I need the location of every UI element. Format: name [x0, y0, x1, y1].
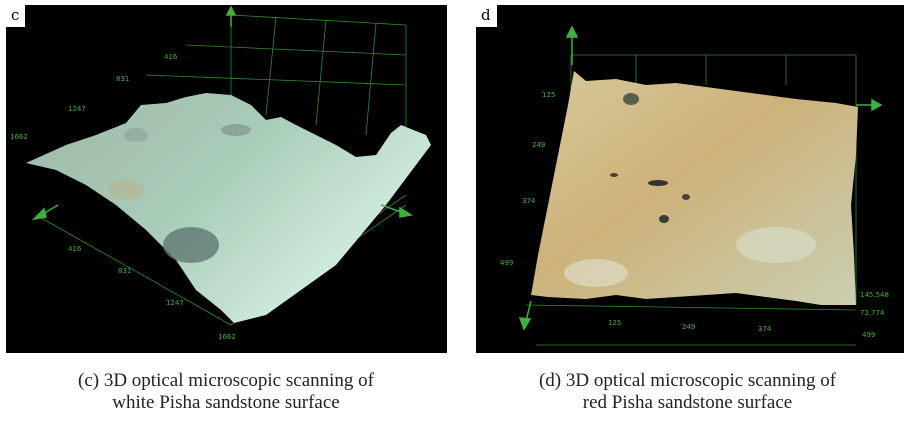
tick-label: 499 [862, 331, 876, 339]
surface-pit [124, 128, 148, 142]
panel-letter: d [476, 5, 497, 27]
caption-line: (d) 3D optical microscopic scanning of [538, 370, 837, 391]
tick-label: 125 [542, 91, 556, 99]
red-sandstone-3d-surface [518, 25, 883, 346]
axis-arrows [31, 5, 414, 221]
panel-c-white-sandstone-scan: c 416 831 1247 1662 416 831 1247 1662 [6, 5, 447, 353]
surface-grain [682, 194, 690, 200]
tick-label: 374 [522, 197, 536, 205]
tick-label: 1247 [166, 299, 184, 307]
surface-patch [564, 259, 628, 287]
surface-grain [610, 173, 618, 177]
tick-label: 1662 [10, 133, 28, 141]
surface-grain [648, 180, 668, 186]
tick-label: 831 [118, 267, 132, 275]
tick-label: 374 [758, 325, 772, 333]
tick-label: 416 [164, 53, 178, 61]
tick-label: 831 [116, 75, 130, 83]
axis-grid [525, 54, 857, 346]
surface-grain [623, 93, 639, 105]
white-sandstone-3d-surface [26, 5, 431, 326]
tick-label: 125 [608, 319, 622, 327]
surface-pit [221, 124, 251, 136]
tick-label: 249 [682, 323, 696, 331]
caption-c: (c) 3D optical microscopic scanning of w… [0, 370, 452, 414]
surface-patch [736, 227, 816, 263]
surface-pit [163, 227, 219, 263]
panel-letter: c [6, 5, 26, 27]
axis-arrows [518, 25, 883, 331]
tick-label: 145.548 [860, 291, 889, 299]
surface-grain [659, 215, 669, 223]
tick-label: 72.774 [860, 309, 885, 317]
caption-line: white Pisha sandstone surface [112, 392, 340, 413]
caption-d: (d) 3D optical microscopic scanning of r… [470, 370, 905, 414]
caption-line: red Pisha sandstone surface [582, 392, 793, 413]
surface-mesh [26, 93, 431, 323]
tick-label: 1247 [68, 105, 86, 113]
tick-label: 499 [500, 259, 514, 267]
tick-label: 416 [68, 245, 82, 253]
tick-label: 249 [532, 141, 546, 149]
caption-line: (c) 3D optical microscopic scanning of [78, 370, 374, 391]
panel-d-red-sandstone-scan: d 125 249 374 499 125 249 374 499 145.54… [476, 5, 904, 353]
surface-patch [108, 180, 144, 200]
tick-label: 1662 [218, 333, 236, 341]
